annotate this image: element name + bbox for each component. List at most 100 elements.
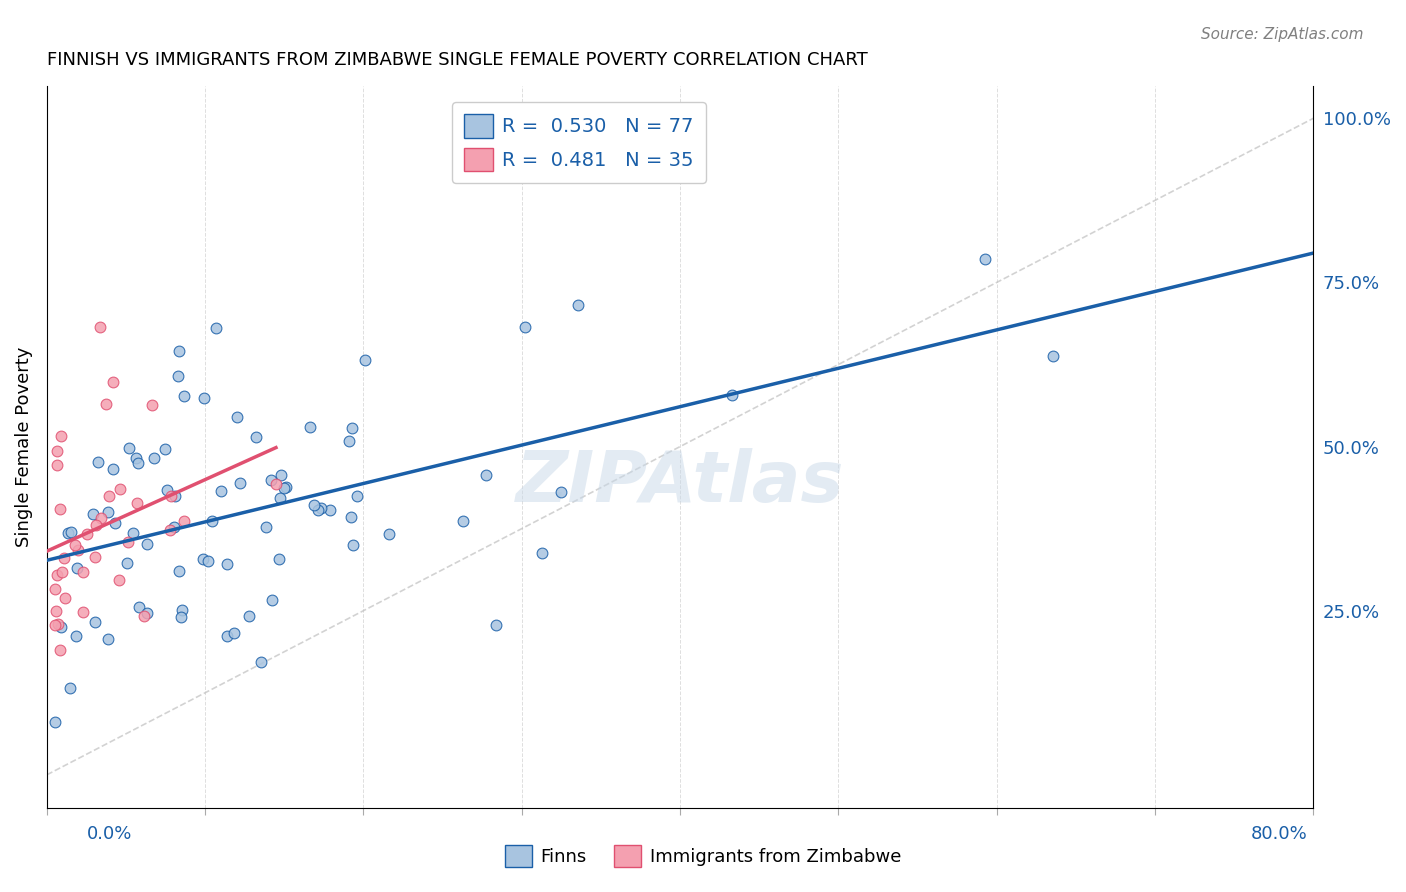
Point: [53, 550, 76, 565]
Point: [108, 573, 131, 587]
Point: [319, 502, 342, 516]
Point: [89, 320, 111, 334]
Point: [209, 483, 232, 498]
Point: [173, 514, 195, 528]
Text: 80.0%: 80.0%: [1251, 825, 1308, 843]
Point: [86, 518, 108, 533]
Point: [135, 537, 157, 551]
Point: [269, 491, 291, 506]
Point: [115, 556, 138, 570]
Point: [76, 526, 98, 541]
Point: [346, 489, 368, 503]
Point: [72, 565, 94, 579]
Point: [260, 473, 283, 487]
Point: [63, 538, 86, 552]
Point: [270, 467, 292, 482]
Point: [44, 714, 66, 729]
Point: [46, 444, 69, 458]
Point: [170, 610, 193, 624]
Point: [170, 603, 193, 617]
Point: [45, 604, 67, 618]
Point: [226, 410, 249, 425]
Point: [87, 455, 110, 469]
Point: [118, 441, 141, 455]
Point: [153, 442, 176, 456]
Point: [104, 516, 127, 531]
Point: [166, 369, 188, 384]
Point: [51, 565, 73, 579]
Point: [135, 606, 157, 620]
Point: [128, 600, 150, 615]
Point: [217, 557, 239, 571]
Legend: R =  0.530   N = 77, R =  0.481   N = 35: R = 0.530 N = 77, R = 0.481 N = 35: [451, 103, 706, 183]
Point: [94, 397, 117, 411]
Point: [197, 554, 219, 568]
Point: [205, 321, 228, 335]
Point: [167, 343, 190, 358]
Point: [132, 609, 155, 624]
Point: [65, 629, 87, 643]
Point: [298, 419, 321, 434]
Point: [354, 353, 377, 368]
Point: [156, 483, 179, 498]
Point: [117, 534, 139, 549]
Text: FINNISH VS IMMIGRANTS FROM ZIMBABWE SINGLE FEMALE POVERTY CORRELATION CHART: FINNISH VS IMMIGRANTS FROM ZIMBABWE SING…: [46, 51, 868, 69]
Point: [125, 496, 148, 510]
Point: [163, 489, 186, 503]
Point: [83, 615, 105, 629]
Point: [974, 252, 997, 267]
Point: [337, 434, 360, 449]
Point: [274, 480, 297, 494]
Point: [97, 505, 120, 519]
Point: [45, 567, 67, 582]
Point: [485, 618, 508, 632]
Point: [262, 592, 284, 607]
Point: [245, 430, 267, 444]
Point: [550, 485, 572, 500]
Point: [46, 616, 69, 631]
Text: ZIPAtlas: ZIPAtlas: [516, 448, 845, 517]
Point: [378, 527, 401, 541]
Point: [56, 525, 79, 540]
Point: [201, 514, 224, 528]
Point: [82, 508, 104, 522]
Point: [340, 421, 363, 435]
Point: [125, 450, 148, 465]
Point: [264, 477, 287, 491]
Point: [250, 655, 273, 669]
Point: [66, 561, 89, 575]
Point: [309, 500, 332, 515]
Point: [451, 514, 474, 528]
Point: [342, 538, 364, 552]
Point: [142, 451, 165, 466]
Point: [51, 619, 73, 633]
Point: [721, 388, 744, 402]
Point: [101, 376, 124, 390]
Point: [84, 549, 107, 564]
Point: [159, 489, 181, 503]
Point: [97, 632, 120, 646]
Point: [222, 626, 245, 640]
Text: Source: ZipAtlas.com: Source: ZipAtlas.com: [1201, 27, 1364, 42]
Point: [163, 520, 186, 534]
Point: [122, 526, 145, 541]
Point: [302, 499, 325, 513]
Point: [48, 502, 70, 516]
Point: [567, 298, 589, 312]
Point: [167, 564, 190, 578]
Point: [193, 392, 215, 406]
Point: [49, 428, 72, 442]
Point: [45, 458, 67, 472]
Point: [191, 552, 214, 566]
Point: [103, 461, 125, 475]
Point: [59, 524, 82, 539]
Point: [159, 523, 181, 537]
Point: [513, 320, 536, 334]
Legend: Finns, Immigrants from Zimbabwe: Finns, Immigrants from Zimbabwe: [498, 838, 908, 874]
Point: [238, 608, 260, 623]
Point: [229, 475, 252, 490]
Point: [53, 591, 76, 606]
Point: [90, 511, 112, 525]
Y-axis label: Single Female Poverty: Single Female Poverty: [15, 346, 32, 547]
Point: [110, 482, 132, 496]
